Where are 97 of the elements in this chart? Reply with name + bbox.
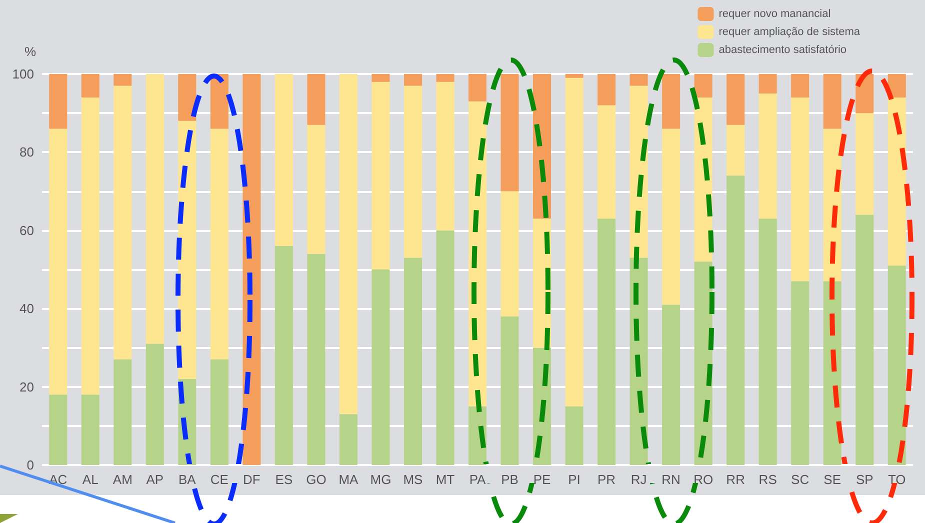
bar xyxy=(791,281,810,465)
x-tick-label: AL xyxy=(82,472,98,487)
x-tick-label: GO xyxy=(306,472,326,487)
bar xyxy=(274,74,293,246)
bar xyxy=(436,230,454,465)
x-tick-label: PR xyxy=(598,472,616,487)
bar xyxy=(856,214,874,465)
bar xyxy=(114,86,132,360)
x-tick-label: PE xyxy=(533,472,552,487)
x-tick-label: MS xyxy=(403,472,424,487)
bar xyxy=(565,78,584,406)
bar xyxy=(436,82,454,230)
x-tick-label: SE xyxy=(824,472,842,487)
bar xyxy=(404,86,422,258)
bar xyxy=(662,128,680,305)
bar xyxy=(758,94,777,219)
x-tick-label: BA xyxy=(178,472,196,487)
bar xyxy=(823,74,842,129)
y-tick-label: 20 xyxy=(20,379,34,394)
x-tick-label: MT xyxy=(436,472,455,487)
x-tick-label: RO xyxy=(694,472,714,487)
bar xyxy=(81,97,100,395)
bar xyxy=(758,218,777,465)
bar xyxy=(81,74,100,98)
bar xyxy=(49,394,68,465)
x-tick-label: RR xyxy=(726,472,745,487)
bar xyxy=(274,246,293,465)
bar xyxy=(307,254,326,465)
x-tick-label: PB xyxy=(501,472,518,487)
x-tick-label: TO xyxy=(888,472,906,487)
x-tick-label: RS xyxy=(758,472,778,487)
bar xyxy=(791,97,810,282)
bar xyxy=(404,74,422,86)
legend-label: requer novo manancial xyxy=(718,8,831,20)
bar xyxy=(598,74,616,106)
bar xyxy=(436,74,454,82)
x-tick-label: SC xyxy=(791,472,810,487)
bar xyxy=(307,124,326,254)
bar xyxy=(210,359,228,465)
x-tick-label: RJ xyxy=(630,472,647,487)
bar xyxy=(372,74,390,82)
bar xyxy=(404,258,422,465)
bar xyxy=(372,270,390,465)
bar xyxy=(565,406,584,465)
y-tick-label: 80 xyxy=(20,144,34,160)
x-tick-label: AM xyxy=(112,472,132,487)
bar xyxy=(758,74,777,94)
bar xyxy=(662,74,680,129)
x-tick-label: AP xyxy=(146,472,164,487)
y-tick-label: 0 xyxy=(26,458,34,472)
y-axis-title: % xyxy=(24,44,36,59)
bar xyxy=(726,176,745,465)
y-tick-label: 40 xyxy=(20,301,34,316)
bar xyxy=(307,74,326,125)
bar xyxy=(888,74,906,98)
legend-label: abastecimento satisfatório xyxy=(718,44,847,56)
x-tick-label: CE xyxy=(210,472,229,487)
bar xyxy=(146,344,164,465)
bar xyxy=(630,74,648,86)
bar xyxy=(178,74,196,121)
bar xyxy=(146,74,164,344)
bar xyxy=(856,113,874,215)
bar xyxy=(49,74,68,129)
bar xyxy=(500,191,519,316)
x-tick-label: MG xyxy=(370,472,392,487)
bar xyxy=(114,359,132,465)
bar xyxy=(726,74,745,125)
bar xyxy=(49,128,68,395)
bar xyxy=(81,394,100,465)
bar xyxy=(662,304,680,465)
bar xyxy=(565,74,584,78)
x-tick-label: ES xyxy=(275,472,293,487)
bar xyxy=(210,128,228,360)
bar xyxy=(500,74,519,192)
bar xyxy=(339,414,358,465)
x-tick-label: RN xyxy=(662,472,680,487)
bar xyxy=(500,316,519,465)
x-tick-label: DF xyxy=(243,472,260,487)
bar xyxy=(726,124,745,176)
bar xyxy=(888,97,906,266)
x-tick-label: PA xyxy=(469,472,486,487)
x-tick-label: MA xyxy=(338,472,359,487)
bar xyxy=(694,74,712,98)
legend-label: requer ampliação de sistema xyxy=(718,26,861,38)
bar xyxy=(598,218,616,465)
x-tick-label: SP xyxy=(856,472,874,487)
bar xyxy=(888,266,906,465)
bar xyxy=(468,74,486,102)
bar xyxy=(791,74,810,98)
y-tick-label: 60 xyxy=(20,222,34,238)
bar xyxy=(114,74,132,86)
bar xyxy=(339,74,358,414)
bar xyxy=(598,105,616,219)
bar xyxy=(372,82,390,270)
x-tick-label: PI xyxy=(568,472,580,487)
y-tick-label: 100 xyxy=(12,66,34,82)
bar xyxy=(210,74,228,129)
